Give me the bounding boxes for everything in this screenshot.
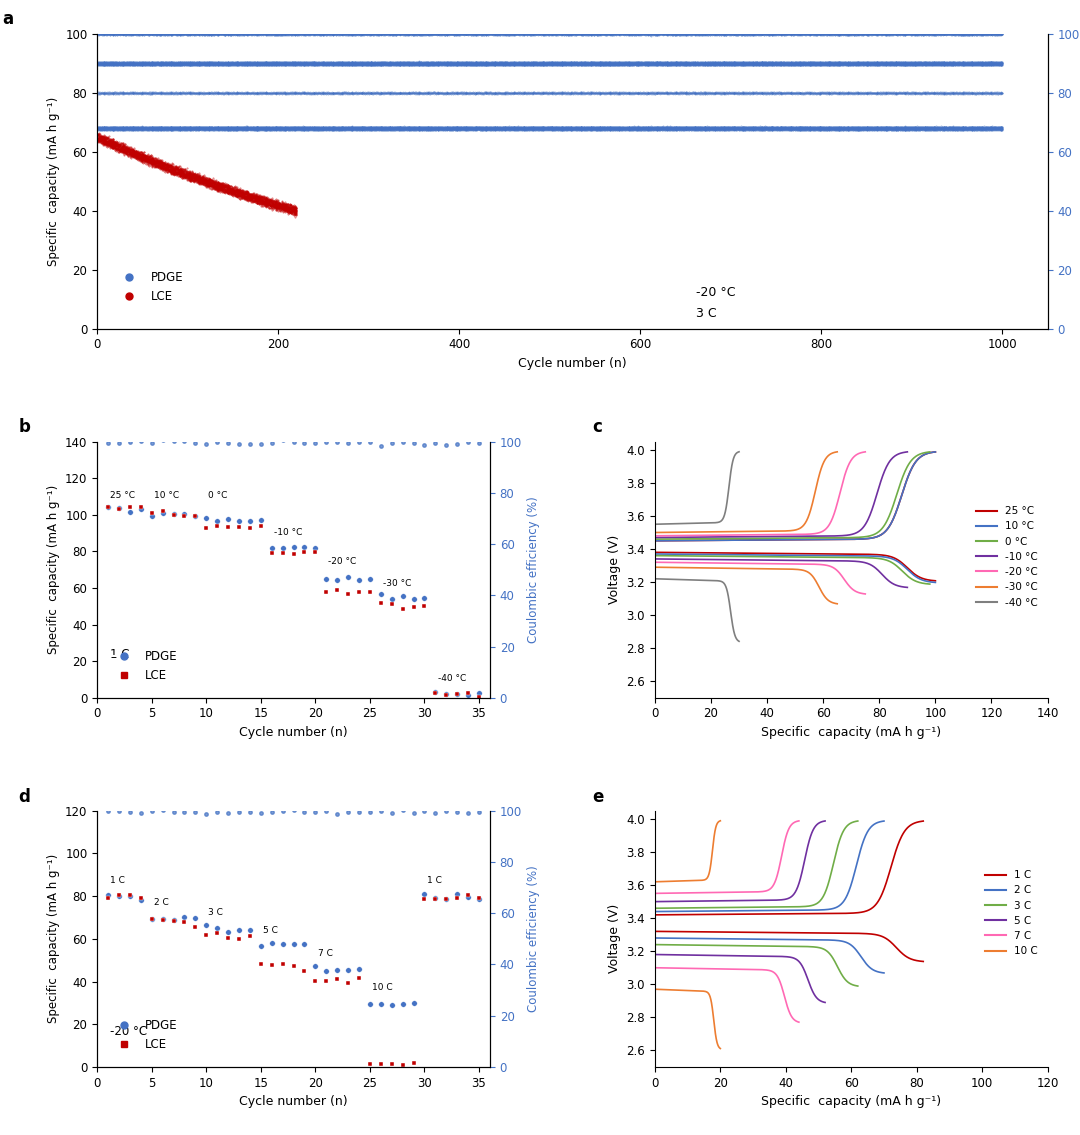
Y-axis label: Coulombic efficiency (%): Coulombic efficiency (%) <box>527 496 540 644</box>
Y-axis label: Specific  capacity (mA h g⁻¹): Specific capacity (mA h g⁻¹) <box>46 96 59 266</box>
Text: -30 °C: -30 °C <box>383 579 411 588</box>
Text: d: d <box>18 788 30 806</box>
Text: 25 °C: 25 °C <box>110 491 135 501</box>
Text: 10 °C: 10 °C <box>154 491 179 501</box>
Text: -20 °C: -20 °C <box>696 286 735 300</box>
Text: 5 C: 5 C <box>264 925 278 934</box>
X-axis label: Specific  capacity (mA h g⁻¹): Specific capacity (mA h g⁻¹) <box>761 726 942 739</box>
Text: 1 C: 1 C <box>110 876 125 885</box>
Legend: 1 C, 2 C, 3 C, 5 C, 7 C, 10 C: 1 C, 2 C, 3 C, 5 C, 7 C, 10 C <box>981 866 1042 960</box>
Text: 3 C: 3 C <box>208 908 224 917</box>
Legend: PDGE, LCE: PDGE, LCE <box>107 1015 183 1056</box>
X-axis label: Cycle number (n): Cycle number (n) <box>240 726 348 739</box>
Y-axis label: Coulombic efficiency (%): Coulombic efficiency (%) <box>527 866 540 1012</box>
Legend: 25 °C, 10 °C, 0 °C, -10 °C, -20 °C, -30 °C, -40 °C: 25 °C, 10 °C, 0 °C, -10 °C, -20 °C, -30 … <box>972 502 1042 612</box>
Text: a: a <box>2 10 13 28</box>
Text: -40 °C: -40 °C <box>437 674 465 683</box>
Text: 1 C: 1 C <box>110 647 130 661</box>
Text: -20 °C: -20 °C <box>328 557 356 566</box>
Legend: PDGE, LCE: PDGE, LCE <box>112 267 188 308</box>
X-axis label: Cycle number (n): Cycle number (n) <box>240 1095 348 1108</box>
X-axis label: Specific  capacity (mA h g⁻¹): Specific capacity (mA h g⁻¹) <box>761 1095 942 1108</box>
Y-axis label: Specific  capacity (mA h g⁻¹): Specific capacity (mA h g⁻¹) <box>46 855 59 1024</box>
Text: c: c <box>592 419 602 437</box>
Y-axis label: Specific  capacity (mA h g⁻¹): Specific capacity (mA h g⁻¹) <box>46 485 59 654</box>
Y-axis label: Voltage (V): Voltage (V) <box>608 535 621 604</box>
Text: 10 C: 10 C <box>373 983 393 992</box>
Legend: PDGE, LCE: PDGE, LCE <box>107 646 183 687</box>
Text: 1 C: 1 C <box>427 876 442 885</box>
Text: -20 °C: -20 °C <box>110 1025 147 1037</box>
X-axis label: Cycle number (n): Cycle number (n) <box>518 356 626 370</box>
Text: 2 C: 2 C <box>154 898 168 907</box>
Y-axis label: Voltage (V): Voltage (V) <box>608 905 621 974</box>
Text: -10 °C: -10 °C <box>274 528 302 537</box>
Text: 3 C: 3 C <box>696 306 716 320</box>
Text: b: b <box>18 419 30 437</box>
Text: 7 C: 7 C <box>318 949 333 958</box>
Text: 0 °C: 0 °C <box>208 491 228 501</box>
Text: e: e <box>592 788 604 806</box>
